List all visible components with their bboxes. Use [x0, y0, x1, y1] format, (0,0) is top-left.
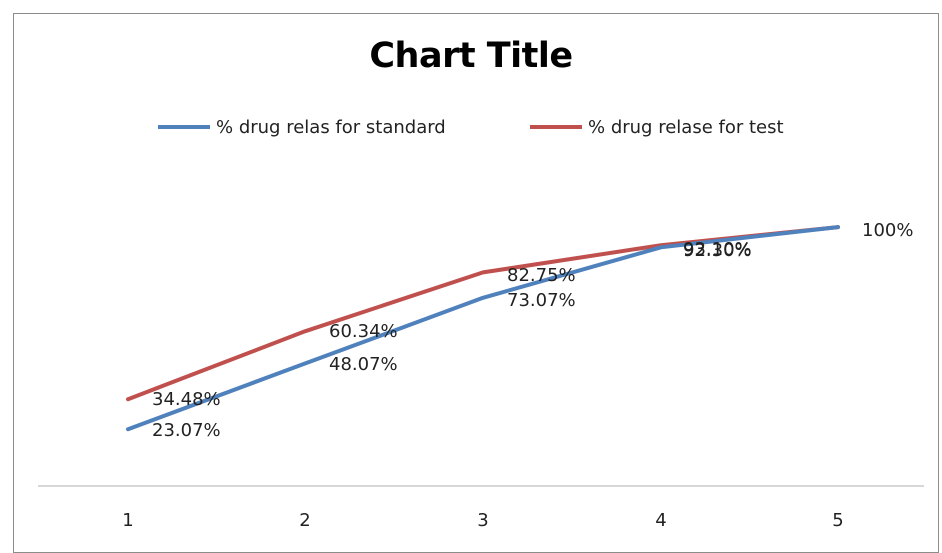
x-tick-label: 2 [299, 510, 310, 531]
data-label-standard: 100% [862, 220, 913, 241]
data-label-test: 34.48% [152, 389, 221, 410]
x-tick-label: 3 [477, 510, 488, 531]
data-label-test: 60.34% [329, 321, 398, 342]
legend-label-test: % drug relase for test [588, 116, 784, 138]
data-label-standard: 73.07% [507, 290, 576, 311]
legend-label-standard: % drug relas for standard [216, 116, 446, 138]
data-label-standard: 92.30% [683, 240, 752, 261]
legend-swatch-test [530, 125, 582, 129]
legend-item-standard: % drug relas for standard [158, 114, 446, 140]
x-tick-label: 5 [832, 510, 843, 531]
series-line-standard [126, 225, 840, 432]
chart-frame [13, 13, 939, 553]
legend-swatch-standard [158, 125, 210, 129]
legend-item-test: % drug relase for test [530, 114, 784, 140]
chart-title: Chart Title [369, 36, 573, 76]
data-label-test: 93.10% [683, 239, 752, 260]
x-tick-label: 4 [655, 510, 666, 531]
data-label-standard: 23.07% [152, 420, 221, 441]
data-label-test: 82.75% [507, 265, 576, 286]
data-label-standard: 48.07% [329, 354, 398, 375]
legend: % drug relas for standard % drug relase … [0, 114, 942, 140]
x-tick-label: 1 [122, 510, 133, 531]
